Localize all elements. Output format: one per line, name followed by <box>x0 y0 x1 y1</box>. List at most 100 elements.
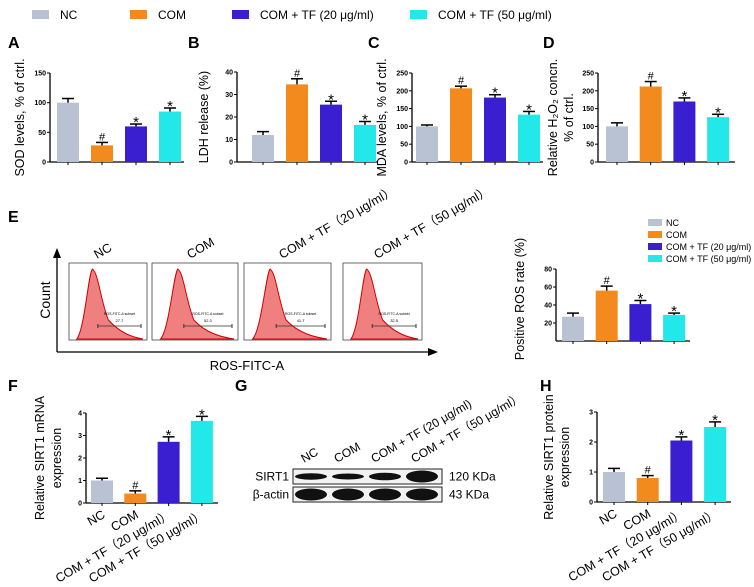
arrow-up-icon <box>53 248 61 258</box>
histogram-curve <box>75 268 144 340</box>
blot-protein-label: SIRT1 <box>255 470 289 484</box>
y-tick-label: 4 <box>78 411 82 418</box>
significance-marker: * <box>492 85 498 102</box>
bar <box>416 126 438 162</box>
significance-marker: * <box>681 88 687 105</box>
blot-band <box>332 488 364 501</box>
flow-panel-title: NC <box>92 240 115 261</box>
bar-chart-D: 0 50 100 150 200 250 # * * Relative H₂O₂ concn.% … <box>546 59 735 176</box>
blot-strip <box>292 468 443 485</box>
bar <box>91 145 113 162</box>
y-axis-label: expression <box>558 427 572 487</box>
bar <box>562 316 584 341</box>
legend-swatch <box>130 10 147 19</box>
legend-label: NC <box>60 8 78 22</box>
legend-label: COM + TF (50 μg/ml) <box>666 254 751 264</box>
bar <box>673 101 696 162</box>
y-tick-label: 0 <box>590 160 594 167</box>
y-tick-label: 3 <box>78 433 82 440</box>
y-tick-label: 2 <box>589 440 593 447</box>
blot-column-label: COM <box>332 439 363 465</box>
bar <box>125 126 147 162</box>
bar <box>159 111 181 162</box>
blot-band <box>295 473 327 480</box>
y-tick-label: 100 <box>396 124 408 131</box>
y-axis-label: Positive ROS rate (%) <box>513 238 527 360</box>
gate-name: ROS-FITC-A subset <box>285 312 316 316</box>
y-tick-label: 50 <box>400 142 408 149</box>
flow-x-label: ROS-FITC-A <box>210 358 285 373</box>
histogram-curve <box>159 268 235 340</box>
bar <box>484 97 506 162</box>
y-tick-label: 30 <box>225 92 233 99</box>
flow-histogram: ROS-FITC-A subset 52.3 <box>151 262 239 341</box>
bar <box>57 102 79 162</box>
bar <box>603 472 625 502</box>
panel-label-H: H <box>540 378 552 395</box>
bar <box>707 117 730 162</box>
bar <box>190 420 213 503</box>
arrow-right-icon <box>428 348 438 356</box>
flow-panel-title: COM <box>185 235 217 262</box>
significance-marker: * <box>167 98 173 115</box>
bar <box>629 304 652 341</box>
panel-label-D: D <box>543 35 555 52</box>
legend-label: COM + TF (20 μg/ml) <box>666 242 751 252</box>
y-tick-label: 3 <box>589 410 593 417</box>
y-tick-label: 2 <box>78 456 82 463</box>
y-axis-label: Relative H₂O₂ concn. <box>546 59 560 176</box>
legend-label: COM <box>158 8 186 22</box>
bar-chart-E: 20 40 60 80 # * * Positive ROS rate (%) <box>513 238 690 360</box>
flow-y-label: Count <box>37 281 53 318</box>
y-tick-label: 10 <box>225 137 233 144</box>
significance-marker: * <box>715 104 721 121</box>
bar-chart-C: 0 50 100 150 200 250 # * * MDA levels, % of ctrl. <box>375 58 543 177</box>
y-axis-label: LDH release (%) <box>197 71 211 163</box>
y-tick-label: 150 <box>396 106 408 113</box>
bar-chart-A: 0 50 100 150 # * * SOD levels, % of ctrl. <box>13 58 184 177</box>
y-tick-label: 1 <box>589 470 593 477</box>
x-tick-label: NC <box>597 506 620 527</box>
gate-name: ROS-FITC-A subset <box>379 312 410 316</box>
y-tick-label: 40 <box>225 70 233 77</box>
histogram-curve <box>349 268 419 340</box>
panel-label-E: E <box>8 209 19 226</box>
significance-marker: * <box>712 412 718 429</box>
blot-band <box>332 473 364 480</box>
y-tick-label: 250 <box>582 71 594 78</box>
legend-swatch <box>32 10 49 19</box>
y-tick-label: 50 <box>38 130 46 137</box>
significance-marker: # <box>604 275 611 287</box>
blot-band <box>369 488 401 501</box>
bar <box>320 104 342 162</box>
y-tick-label: 200 <box>396 88 408 95</box>
gate-value: 27.7 <box>116 318 125 323</box>
y-tick-label: 100 <box>34 100 46 107</box>
y-tick-label: 0 <box>404 160 408 167</box>
significance-marker: * <box>199 406 205 423</box>
blot-band <box>406 488 438 501</box>
x-tick-label: NC <box>85 507 108 528</box>
bar <box>450 88 472 162</box>
legend-label: NC <box>666 218 679 228</box>
bar <box>518 114 540 162</box>
bar <box>157 441 180 503</box>
significance-marker: # <box>294 68 301 80</box>
y-tick-label: 0 <box>229 160 233 167</box>
bar <box>606 126 628 162</box>
y-tick-label: 60 <box>544 285 552 292</box>
y-axis-label: expression <box>50 428 64 488</box>
significance-marker: * <box>362 112 368 129</box>
significance-marker: * <box>133 114 139 131</box>
legend-swatch <box>648 255 662 262</box>
significance-marker: # <box>99 131 106 143</box>
y-axis-label: Relative SIRT1 mRNA <box>33 395 47 520</box>
y-axis-label: MDA levels, % of ctrl. <box>375 58 389 176</box>
gate-value: 41.7 <box>297 318 306 323</box>
blot-band <box>406 470 438 483</box>
panel-label-B: B <box>188 35 200 52</box>
significance-marker: * <box>671 303 677 320</box>
flow-histogram: ROS-FITC-A subset 41.7 <box>243 262 332 341</box>
legend-label: COM <box>666 230 687 240</box>
